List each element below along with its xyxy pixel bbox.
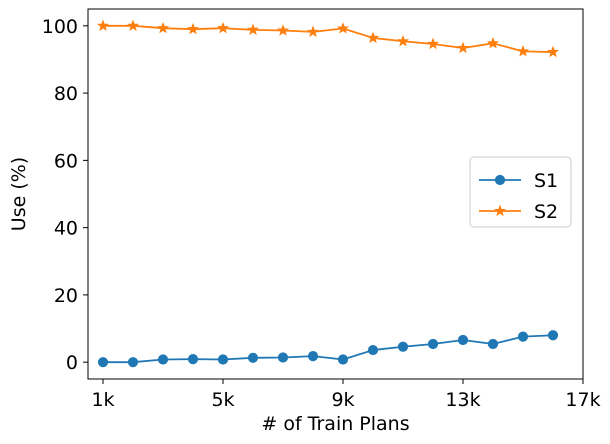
data-point-s1 xyxy=(367,344,379,356)
data-point-s2 xyxy=(216,21,230,34)
data-point-s2 xyxy=(546,45,560,58)
legend-label-s1: S1 xyxy=(534,170,558,192)
data-point-s1 xyxy=(157,354,169,365)
data-point-s2 xyxy=(156,21,170,34)
data-point-s1 xyxy=(487,338,499,350)
data-point-s2 xyxy=(426,37,440,50)
data-point-s2 xyxy=(306,25,320,37)
legend-item-s1: S1 xyxy=(479,170,558,192)
data-point-s2 xyxy=(396,34,410,47)
x-tick-label: 9k xyxy=(331,389,354,411)
data-point-s2 xyxy=(516,45,530,57)
legend-marker-s1 xyxy=(494,174,506,186)
axes: 1k 5k 9k 13k 17k 0 20 40 60 80 100 xyxy=(42,8,601,411)
x-tick-label: 17k xyxy=(565,389,600,411)
series-line-s2 xyxy=(103,24,554,53)
data-point-s2 xyxy=(126,19,140,31)
data-point-s1 xyxy=(517,331,529,342)
y-tick-label: 60 xyxy=(54,150,78,172)
legend-label-s2: S2 xyxy=(534,201,558,223)
x-axis-label: # of Train Plans xyxy=(261,413,409,435)
plot-frame xyxy=(87,8,584,380)
data-point-s2 xyxy=(336,22,350,34)
data-point-s2 xyxy=(96,19,110,31)
data-point-s2 xyxy=(366,31,380,44)
x-tick-label: 1k xyxy=(91,389,114,411)
legend-marker-s2 xyxy=(493,204,507,217)
data-point-s1 xyxy=(277,352,289,363)
y-tick-label: 20 xyxy=(54,285,78,307)
series-s2 xyxy=(96,19,560,58)
data-point-s1 xyxy=(307,351,319,362)
y-tick-label: 80 xyxy=(54,83,78,105)
data-point-s2 xyxy=(276,24,290,36)
data-point-s1 xyxy=(217,354,229,365)
data-point-s1 xyxy=(247,352,259,363)
data-point-s1 xyxy=(397,341,409,352)
x-tick-label: 5k xyxy=(211,389,234,411)
y-tick-label: 100 xyxy=(42,16,78,38)
x-tick-label: 13k xyxy=(445,389,480,411)
data-point-s1 xyxy=(187,354,199,365)
data-point-s1 xyxy=(337,354,349,365)
series-line-s1 xyxy=(103,334,554,364)
data-point-s2 xyxy=(486,36,500,49)
data-point-s1 xyxy=(97,357,109,368)
data-point-s1 xyxy=(547,330,559,341)
data-point-s1 xyxy=(127,357,139,368)
series-s1 xyxy=(97,330,559,368)
series-group xyxy=(96,19,560,368)
data-point-s2 xyxy=(456,41,470,54)
y-axis-label: Use (%) xyxy=(8,157,30,231)
legend-item-s2: S2 xyxy=(479,201,558,223)
data-point-s2 xyxy=(246,23,260,35)
y-tick-label: 0 xyxy=(66,352,78,374)
data-point-s2 xyxy=(186,22,200,35)
data-point-s1 xyxy=(427,338,439,350)
data-point-s1 xyxy=(457,334,469,346)
y-tick-label: 40 xyxy=(54,218,78,240)
